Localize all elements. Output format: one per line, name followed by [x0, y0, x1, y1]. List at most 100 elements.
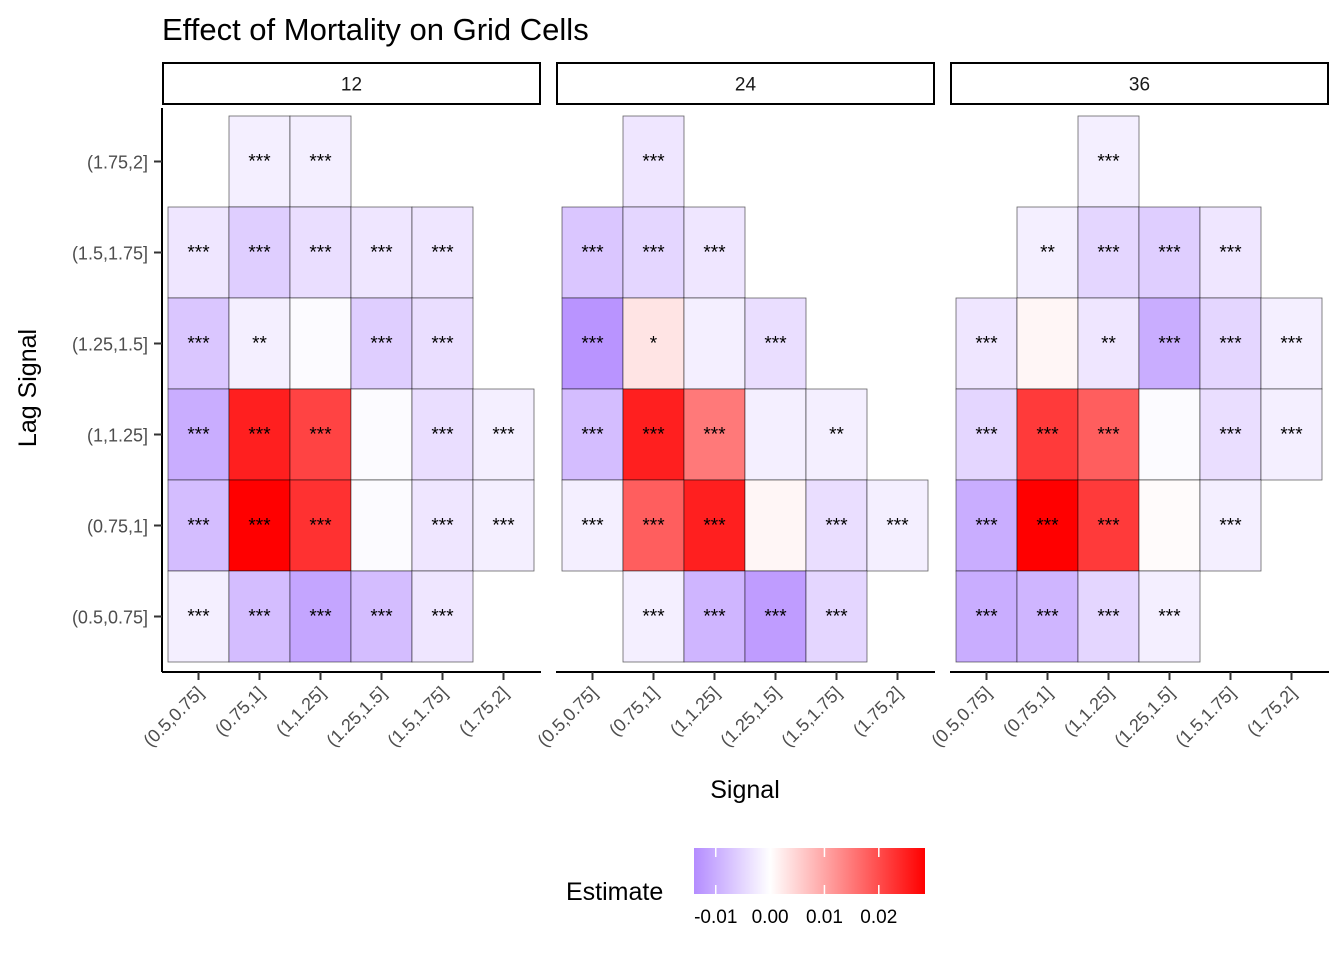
significance-label: ***: [703, 425, 726, 446]
significance-label: ***: [581, 425, 604, 446]
heatmap-cell: [289, 206, 352, 299]
y-tick-label: (0.5,0.75]: [72, 608, 148, 628]
legend-tick-label: 0.02: [860, 907, 897, 928]
significance-label: ***: [1097, 425, 1120, 446]
heatmap-cell: [866, 479, 929, 572]
heatmap-cell: [561, 297, 624, 390]
heatmap-cell: [955, 479, 1018, 572]
significance-label: ***: [1036, 607, 1059, 628]
significance-label: ***: [187, 243, 210, 264]
x-tick-label: (0.5,0.75]: [533, 683, 601, 751]
significance-label: ***: [309, 152, 332, 173]
significance-label: ***: [703, 607, 726, 628]
significance-label: ***: [642, 152, 665, 173]
heatmap-cell: [350, 388, 413, 481]
heatmap-cell: [411, 206, 474, 299]
heatmap-cell: [1199, 388, 1262, 481]
heatmap-cell: [289, 297, 352, 390]
significance-label: ***: [1097, 607, 1120, 628]
significance-label: ***: [975, 334, 998, 355]
significance-label: *: [650, 334, 658, 355]
legend-colorbar: [694, 848, 925, 894]
heatmap-cell: [683, 206, 746, 299]
x-tick-label: (1.25,1.5]: [322, 683, 390, 751]
significance-label: ***: [431, 425, 454, 446]
significance-label: ***: [492, 516, 515, 537]
x-tick-label: (1.25,1.5]: [716, 683, 784, 751]
significance-label: ***: [764, 607, 787, 628]
heatmap-cell: [1138, 479, 1201, 572]
x-tick-label: (1,1.25]: [272, 683, 329, 740]
legend-tick-label: -0.01: [694, 907, 737, 928]
significance-label: ***: [187, 516, 210, 537]
significance-label: ***: [370, 607, 393, 628]
x-axis-ticks: (0.5,0.75] (0.75,1] (1,1.25](1.25,1.5](1.5…: [927, 672, 1300, 751]
significance-label: **: [1101, 334, 1116, 355]
x-tick-label: (0.75,1]: [605, 683, 662, 740]
y-axis: (0.5,0.75] (0.75,1] (1,1.25] (1.25,1.5] (1.5…: [72, 108, 163, 672]
heatmap-cell: [228, 297, 291, 390]
heatmap-cell: [228, 479, 291, 572]
facet-strip-label: 36: [1129, 75, 1150, 96]
significance-label: ***: [975, 425, 998, 446]
y-tick-label: (0.75,1]: [87, 517, 148, 537]
x-axis-title: Signal: [710, 776, 780, 804]
significance-label: ***: [1219, 334, 1242, 355]
heatmap-cell: [1077, 115, 1140, 208]
significance-label: ***: [703, 516, 726, 537]
x-tick-label: (0.75,1]: [211, 683, 268, 740]
heatmap-cell: [411, 388, 474, 481]
heatmap-cell: [228, 388, 291, 481]
heatmap-cell: [1199, 479, 1262, 572]
significance-label: ***: [248, 607, 271, 628]
significance-label: ***: [1219, 243, 1242, 264]
significance-label: ***: [642, 425, 665, 446]
significance-label: ***: [975, 607, 998, 628]
significance-label: ***: [248, 425, 271, 446]
heatmap-cell: [622, 570, 685, 663]
significance-label: ***: [703, 243, 726, 264]
heatmap-cell: [683, 570, 746, 663]
significance-label: ***: [1158, 334, 1181, 355]
significance-label: ***: [642, 243, 665, 264]
heatmap-cell: [622, 206, 685, 299]
significance-label: ***: [370, 334, 393, 355]
significance-label: ***: [431, 607, 454, 628]
heatmap-cell: [561, 479, 624, 572]
significance-label: ***: [581, 243, 604, 264]
x-tick-label: (1.25,1.5]: [1110, 683, 1178, 751]
heatmap-cell: [1260, 297, 1323, 390]
significance-label: ***: [248, 243, 271, 264]
significance-labels: ****************************************…: [187, 152, 515, 628]
x-tick-label: (1.75,2]: [1243, 683, 1300, 740]
heatmap-cell: [289, 479, 352, 572]
heatmap-cell: [561, 388, 624, 481]
heatmap-cell: [228, 115, 291, 208]
significance-label: ***: [1219, 425, 1242, 446]
heatmap-cell: [1016, 479, 1079, 572]
heatmap-cell: [472, 388, 535, 481]
significance-label: ***: [309, 607, 332, 628]
facet-strip: [556, 62, 935, 105]
heatmap-cell: [228, 206, 291, 299]
heatmap-cell: [1260, 388, 1323, 481]
significance-label: ***: [1097, 152, 1120, 173]
chart-title: Effect of Mortality on Grid Cells: [162, 12, 589, 47]
heatmap-cell: [1077, 206, 1140, 299]
x-tick-label: (0.5,0.75]: [927, 683, 995, 751]
significance-label: ***: [1036, 425, 1059, 446]
significance-label: ***: [975, 516, 998, 537]
heatmap-cell: [744, 388, 807, 481]
significance-label: ***: [1097, 516, 1120, 537]
facet-panel-12: 12 *** *** *** *** *** *** *** *** ** * ** * *** ** * **…: [139, 62, 541, 751]
significance-label: ***: [1097, 243, 1120, 264]
heatmap-cell: [167, 479, 230, 572]
heatmap-cell: [561, 206, 624, 299]
facet-strip-label: 12: [341, 75, 362, 96]
heatmap-cell: [1199, 297, 1262, 390]
heatmap-cell: [683, 297, 746, 390]
significance-label: ***: [764, 334, 787, 355]
heatmap-cell: [744, 479, 807, 572]
significance-label: ***: [370, 243, 393, 264]
